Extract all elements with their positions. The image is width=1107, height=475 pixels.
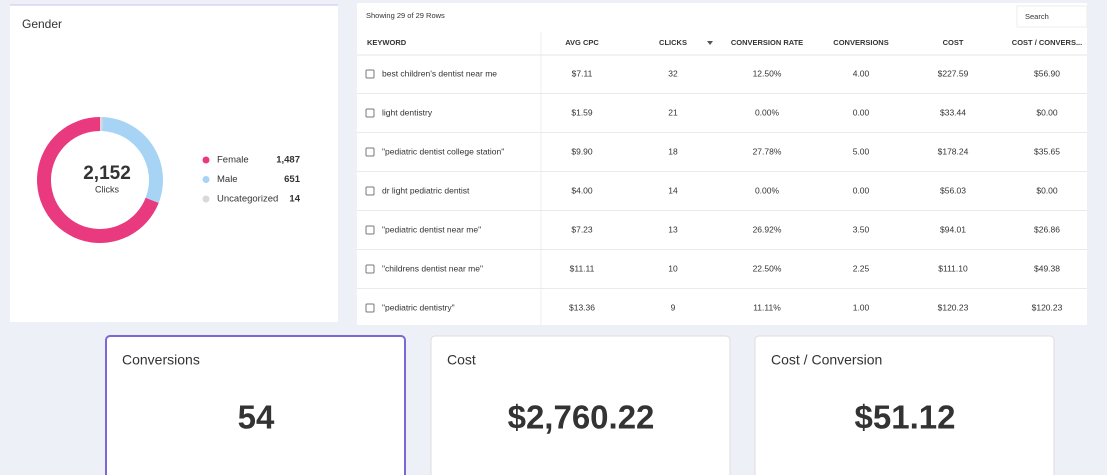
kpi-card[interactable] [430, 335, 731, 475]
table-cell: 22.50% [753, 263, 782, 273]
table-cell: 0.00% [755, 185, 780, 195]
kpi-title: Cost [447, 352, 476, 368]
table-cell: 10 [668, 263, 678, 273]
legend-label: Uncategorized [217, 194, 278, 205]
search-box[interactable] [1016, 5, 1088, 28]
row-checkbox[interactable] [365, 147, 375, 157]
table-cell: $56.90 [1034, 68, 1060, 78]
legend-value: 651 [284, 174, 301, 185]
table-cell: $0.00 [1036, 185, 1058, 195]
table-cell: $9.90 [571, 146, 593, 156]
keyword-cell: "pediatric dentist near me" [382, 224, 481, 234]
table-cell: $49.38 [1034, 263, 1060, 273]
keyword-cell: light dentistry [382, 107, 433, 117]
row-checkbox[interactable] [365, 264, 375, 274]
column-header[interactable]: KEYWORD [367, 38, 407, 47]
keyword-cell: "childrens dentist near me" [382, 263, 483, 273]
donut-segment [102, 117, 164, 203]
kpi-card[interactable] [754, 335, 1055, 475]
table-cell: $94.01 [940, 224, 966, 234]
table-status: Showing 29 of 29 Rows [366, 11, 445, 20]
column-header[interactable]: CONVERSION RATE [731, 38, 803, 47]
table-cell: $13.36 [569, 302, 595, 312]
row-checkbox[interactable] [365, 303, 375, 313]
table-cell: $120.23 [938, 302, 969, 312]
table-cell: 2.25 [853, 263, 870, 273]
row-checkbox[interactable] [365, 186, 375, 196]
kpi-title: Conversions [122, 352, 200, 368]
table-cell: 0.00 [853, 185, 870, 195]
table-cell: 21 [668, 107, 678, 117]
table-cell: $35.65 [1034, 146, 1060, 156]
donut-total-label: Clicks [95, 184, 119, 194]
kpi-title: Cost / Conversion [771, 352, 882, 368]
keyword-cell: best children's dentist near me [382, 68, 497, 78]
legend-value: 1,487 [276, 155, 300, 166]
chart-title: Gender [22, 17, 62, 31]
table-cell: 13 [668, 224, 678, 234]
sort-arrow[interactable] [707, 41, 713, 45]
table-cell: 0.00 [853, 107, 870, 117]
table-cell: $1.59 [571, 107, 593, 117]
gender-card [10, 5, 338, 322]
table-cell: $4.00 [571, 185, 593, 195]
table-cell: 3.50 [853, 224, 870, 234]
keyword-cell: dr light pediatric dentist [382, 185, 470, 195]
table-cell: 1.00 [853, 302, 870, 312]
donut-total: 2,152 [83, 163, 131, 184]
table-cell: 5.00 [853, 146, 870, 156]
table-cell: 18 [668, 146, 678, 156]
keyword-cell: "pediatric dentistry" [382, 302, 455, 312]
legend-value: 14 [289, 194, 300, 205]
table-cell: $120.23 [1032, 302, 1063, 312]
table-cell: $227.59 [938, 68, 969, 78]
table-cell: 32 [668, 68, 678, 78]
table-cell: $0.00 [1036, 107, 1058, 117]
table-cell: $7.11 [572, 68, 593, 78]
kpi-value: $51.12 [855, 399, 956, 436]
table-cell: 9 [671, 302, 676, 312]
table-cell: $11.11 [570, 263, 595, 273]
table-cell: 27.78% [753, 146, 782, 156]
kpi-card[interactable] [105, 335, 406, 475]
row-checkbox[interactable] [365, 69, 375, 79]
legend-swatch [202, 176, 210, 183]
table-cell: $178.24 [938, 146, 969, 156]
table-cell: $56.03 [940, 185, 966, 195]
keyword-cell: "pediatric dentist college station" [382, 146, 504, 156]
legend-label: Female [217, 155, 249, 166]
table-cell: 26.92% [753, 224, 782, 234]
donut-segment [100, 117, 103, 132]
legend-swatch [202, 195, 210, 203]
table-cell: $111.10 [938, 263, 968, 273]
legend-label: Male [217, 174, 238, 185]
table-cell: 4.00 [853, 68, 870, 78]
column-header[interactable]: CONVERSIONS [833, 38, 888, 47]
search-placeholder[interactable]: Search [1025, 12, 1049, 21]
table-cell: 11.11% [753, 302, 781, 312]
row-checkbox[interactable] [365, 108, 375, 118]
table-cell: 14 [668, 185, 678, 195]
row-checkbox[interactable] [365, 225, 375, 235]
table-cell: $26.86 [1034, 224, 1060, 234]
table-panel [357, 3, 1087, 325]
table-cell: $33.44 [940, 107, 966, 117]
kpi-value: 54 [238, 399, 275, 436]
column-header[interactable]: AVG CPC [565, 38, 599, 47]
column-header[interactable]: COST / CONVERS... [1012, 38, 1082, 47]
column-header[interactable]: COST [943, 38, 964, 47]
column-header[interactable]: CLICKS [659, 38, 687, 47]
table-cell: $7.23 [571, 224, 593, 234]
kpi-value: $2,760.22 [508, 399, 655, 436]
legend-swatch [202, 156, 210, 164]
table-cell: 0.00% [755, 107, 780, 117]
table-cell: 12.50% [753, 68, 782, 78]
